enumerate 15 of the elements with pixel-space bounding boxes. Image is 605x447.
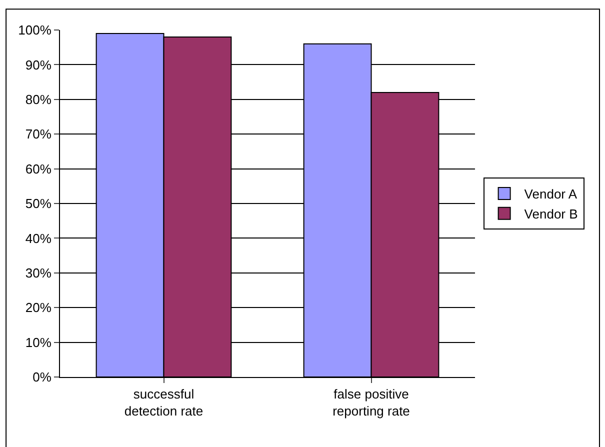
y-tick-label: 70%	[25, 126, 52, 142]
y-tick-label: 80%	[25, 92, 52, 107]
y-tick-label: 10%	[25, 334, 52, 350]
y-tick-label: 90%	[25, 57, 52, 72]
x-tick-label: false positive reporting rate	[332, 386, 410, 418]
y-tick-label: 60%	[25, 161, 52, 176]
y-tick-label: 20%	[25, 300, 52, 316]
y-tick-label: 0%	[32, 370, 52, 385]
y-tick-label: 100%	[18, 22, 52, 38]
y-tick-label: 30%	[25, 265, 52, 280]
y-tick-label: 50%	[25, 196, 52, 212]
legend-label: Vendor A	[524, 186, 578, 202]
legend-label: Vendor B	[524, 206, 578, 222]
y-tick-label: 40%	[25, 230, 52, 246]
x-tick-label: successful detection rate	[124, 386, 204, 418]
